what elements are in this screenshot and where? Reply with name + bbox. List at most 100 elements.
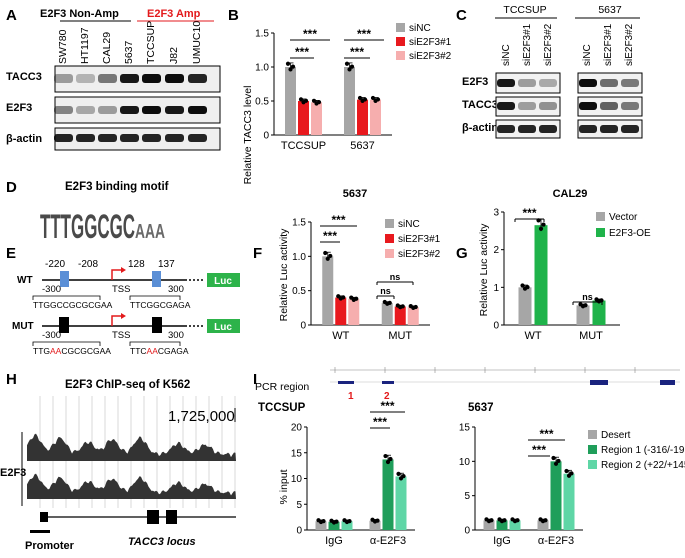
chart-f: 0 0.5 1.0 1.5 WT MUT *** *** ns ns — [292, 213, 430, 342]
lane-label-c: siE2F3#2 — [624, 23, 635, 66]
panel-a: A E2F3 Non-Amp E2F3 Amp SW780 HT1197 CAL29… — [6, 7, 221, 151]
locus-label: TACC3 locus — [128, 536, 196, 548]
legend-label: siE2F3#1 — [409, 37, 452, 48]
blot-c — [495, 72, 643, 139]
bar — [370, 99, 381, 135]
lane-label-a: J82 — [168, 47, 180, 64]
y-tick-label: 15 — [459, 423, 471, 434]
mut-seq1: TTGAACGCGCGAA — [33, 346, 111, 356]
legend-g: Vector E2F3-OE — [596, 212, 651, 239]
cell-label-5637: 5637 — [598, 4, 622, 16]
panel-g: G CAL29 Relative Luc activity 0 1 2 3 WT MUT *… — [456, 188, 620, 342]
lane-label-a: TCCSUP — [145, 21, 157, 64]
blot-a — [54, 65, 221, 151]
legend-label: Region 2 (+22/+145) — [601, 460, 685, 471]
data-point — [599, 298, 604, 303]
bar — [298, 101, 309, 135]
band-c-e2f3 — [518, 79, 536, 87]
band-bactin — [188, 134, 207, 142]
data-point — [401, 474, 406, 479]
chip-signal-track-1 — [27, 433, 236, 461]
legend-swatch — [596, 228, 605, 237]
bar — [357, 99, 368, 135]
y-tick-label: 5 — [464, 491, 470, 502]
data-point — [489, 518, 494, 523]
legend-swatch — [396, 51, 405, 60]
bar — [407, 307, 419, 325]
band-c-tacc3 — [497, 102, 515, 110]
bar — [311, 102, 322, 135]
legend-swatch — [588, 445, 597, 454]
legend-label: Desert — [601, 430, 631, 441]
mut-tss-arrow — [111, 315, 123, 326]
chip-title: E2F3 ChIP-seq of K562 — [65, 379, 190, 391]
y-axis-label-f: Relative Luc activity — [278, 228, 290, 322]
panel-c: C TCCSUP 5637 siNC siE2F3#1 siE2F3#2 siNC si… — [456, 4, 643, 139]
chart-g: 0 1 2 3 WT MUT *** ns — [493, 206, 620, 342]
legend-f: siNC siE2F3#1 siE2F3#2 — [385, 219, 441, 260]
legend-label: siNC — [398, 219, 420, 230]
bar — [381, 303, 393, 325]
y-tick-label: 10 — [459, 457, 471, 468]
data-point — [400, 304, 405, 309]
legend-i: Desert Region 1 (-316/-191) Region 2 (+22/… — [588, 430, 685, 471]
data-point — [564, 468, 569, 474]
y-tick-label: 15 — [291, 448, 303, 459]
row-label-tacc3: TACC3 — [6, 71, 42, 83]
pos-m220: -220 — [45, 259, 65, 270]
data-point — [311, 98, 317, 103]
legend-swatch — [385, 219, 394, 228]
legend-swatch — [588, 460, 597, 469]
bar — [369, 520, 381, 530]
mut-site1-box — [59, 317, 69, 333]
band-c-tacc3 — [518, 102, 536, 110]
data-point — [370, 95, 376, 101]
band-c-bactin — [497, 125, 515, 133]
data-point — [290, 64, 296, 69]
data-point — [325, 256, 330, 261]
bar — [328, 521, 340, 530]
band-bactin — [54, 134, 73, 142]
y-axis-label-b: Relative TACC3 level — [242, 86, 254, 185]
pos-137: 137 — [158, 259, 175, 270]
panel-h: H E2F3 ChIP-seq of K562 1,725,000 E2F3 P… — [0, 371, 236, 552]
data-point — [543, 518, 548, 523]
blot-frame-c — [495, 72, 561, 94]
row-label-c-e2f3: E2F3 — [462, 76, 488, 88]
amplicon-1 — [338, 381, 354, 384]
pcr-region-browser — [330, 367, 680, 385]
x-tick-label: 5637 — [350, 140, 374, 152]
band-e2f3 — [165, 106, 184, 114]
legend-swatch — [588, 430, 597, 439]
legend-swatch — [596, 212, 605, 221]
legend-label: Vector — [609, 212, 638, 223]
bar — [395, 476, 407, 530]
bar — [341, 521, 353, 530]
data-point — [357, 95, 363, 101]
data-point — [556, 458, 561, 464]
sig-label: *** — [350, 45, 364, 59]
band-c-bactin — [518, 125, 536, 133]
x-tick-label: IgG — [493, 535, 511, 547]
data-point — [385, 459, 391, 465]
chart-title-i1: TCCSUP — [258, 402, 306, 414]
wt-bracket2 — [129, 295, 181, 300]
bar — [344, 67, 355, 135]
mut-tss-arrowhead — [121, 313, 126, 319]
x-tick-label: α-E2F3 — [538, 535, 574, 547]
exon-1 — [40, 512, 48, 522]
gene-block-1 — [590, 380, 608, 385]
panel-label-c: C — [456, 7, 467, 24]
mut-m300: -300 — [42, 330, 61, 341]
mut-bracket1 — [32, 341, 101, 346]
mut-bracket2 — [129, 341, 181, 346]
mut-luc-box — [207, 319, 240, 333]
bar — [537, 520, 549, 530]
band-tacc3 — [188, 74, 207, 83]
bar — [348, 298, 360, 325]
wt-m300: -300 — [42, 284, 61, 295]
wt-p300: 300 — [168, 284, 184, 295]
data-point — [347, 67, 352, 72]
y-tick-label: 1.5 — [292, 218, 306, 229]
